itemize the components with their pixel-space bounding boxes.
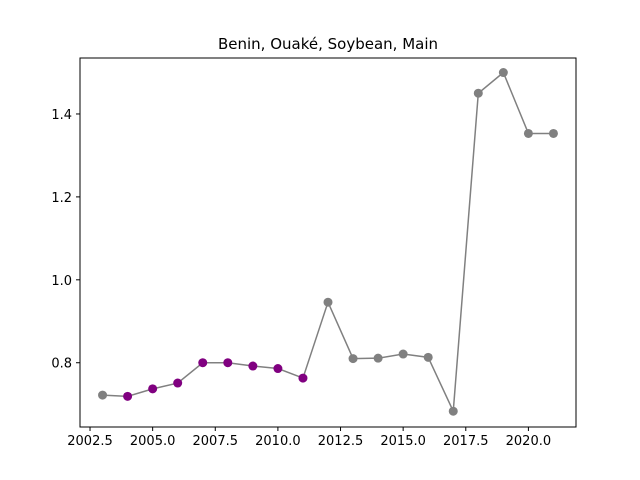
- x-tick-label: 2010.0: [255, 434, 301, 449]
- data-point: [123, 391, 133, 401]
- data-point: [173, 378, 183, 388]
- axes-frame: [79, 57, 577, 428]
- data-point: [348, 354, 358, 364]
- data-point: [373, 353, 383, 363]
- y-axis: 0.8 1.0 1.2 1.4: [51, 108, 80, 372]
- data-point: [398, 349, 408, 359]
- chart-title: Benin, Ouaké, Soybean, Main: [218, 35, 438, 53]
- plot-area: [98, 68, 558, 416]
- y-tick-label: 1.0: [51, 274, 72, 289]
- data-point: [323, 297, 333, 307]
- x-tick-label: 2015.0: [380, 434, 426, 449]
- data-point: [448, 406, 458, 416]
- x-tick-label: 2017.5: [443, 434, 489, 449]
- data-point: [198, 358, 208, 368]
- x-tick-label: 2007.5: [193, 434, 239, 449]
- data-point: [298, 373, 308, 383]
- x-axis: 2002.5 2005.0 2007.5 2010.0 2012.5 2015.0 2017…: [67, 427, 551, 449]
- series-line: [102, 71, 554, 415]
- x-tick-label: 2005.0: [130, 434, 176, 449]
- y-tick-label: 0.8: [51, 357, 72, 372]
- data-point: [548, 128, 558, 138]
- y-tick-label: 1.4: [51, 108, 72, 123]
- data-point: [498, 68, 508, 78]
- data-point: [423, 352, 433, 362]
- data-point: [248, 361, 258, 371]
- data-point: [223, 358, 233, 368]
- y-tick-label: 1.2: [51, 191, 72, 206]
- data-point: [98, 390, 108, 400]
- data-point: [473, 88, 483, 98]
- data-point: [148, 384, 158, 394]
- data-point: [273, 364, 283, 374]
- x-tick-label: 2020.0: [506, 434, 552, 449]
- x-tick-label: 2012.5: [318, 434, 364, 449]
- data-point: [523, 128, 533, 138]
- x-tick-label: 2002.5: [67, 434, 113, 449]
